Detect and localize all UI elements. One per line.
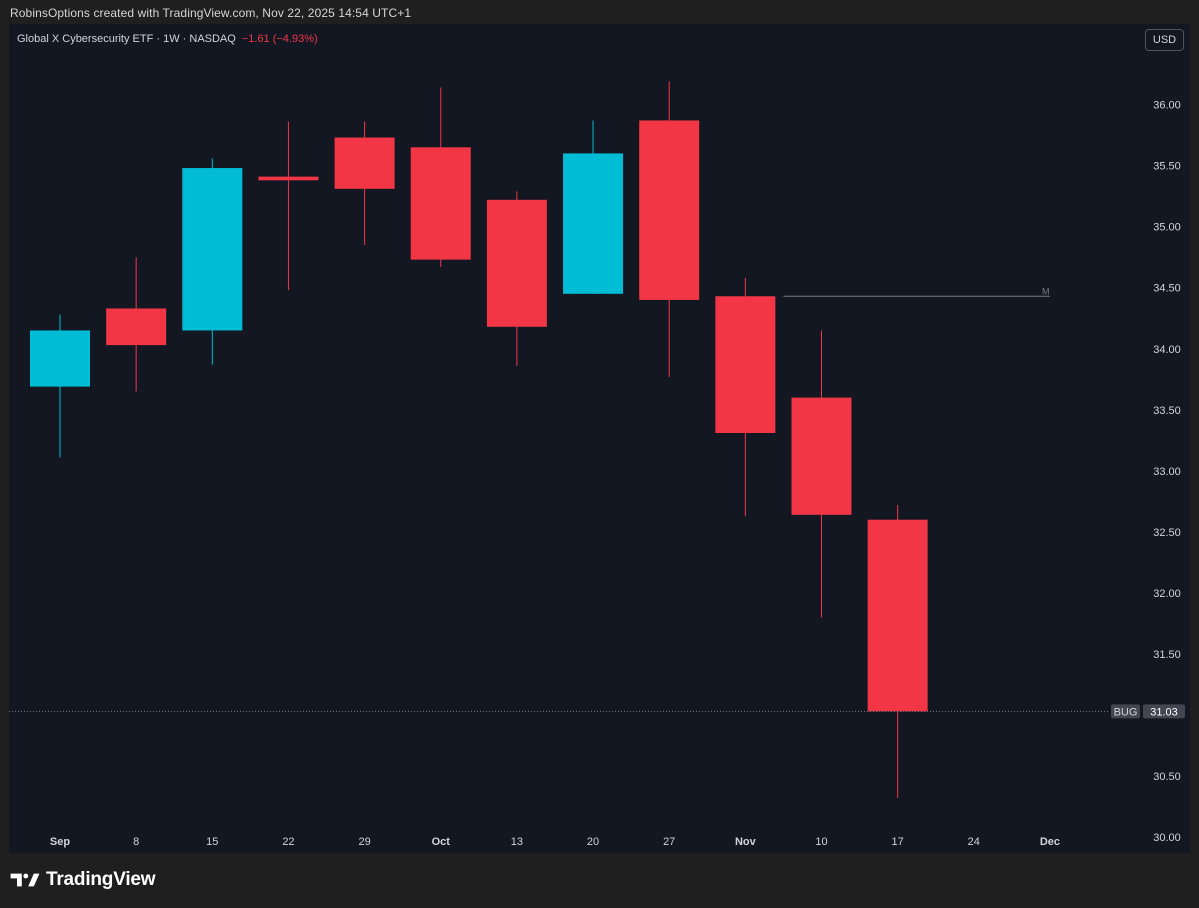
candle[interactable] (867, 505, 928, 799)
last-price-label: 31.03 (1150, 706, 1178, 718)
candle[interactable] (258, 121, 319, 291)
symbol-title: Global X Cybersecurity ETF · 1W · NASDAQ (17, 33, 236, 45)
chart-legend: Global X Cybersecurity ETF · 1W · NASDAQ… (17, 33, 318, 45)
x-tick-label: 17 (892, 836, 904, 848)
candle[interactable] (563, 120, 624, 294)
y-tick-label: 33.00 (1153, 466, 1181, 478)
candle[interactable] (334, 121, 395, 245)
candle[interactable] (410, 87, 471, 267)
last-price-tag (1143, 704, 1185, 719)
y-tick-label: 30.50 (1153, 771, 1181, 783)
horizontal-line-label: M (1042, 286, 1050, 296)
currency-button[interactable]: USD (1145, 29, 1184, 51)
tradingview-logo-icon (10, 873, 40, 887)
candle-body (791, 397, 852, 515)
price-change: −1.61 (−4.93%) (241, 33, 318, 45)
y-tick-label: 34.00 (1153, 344, 1181, 356)
candle-body (410, 147, 471, 260)
y-tick-label: 31.50 (1153, 649, 1181, 661)
candle-body (258, 176, 319, 181)
candle[interactable] (639, 81, 700, 377)
y-tick-label: 34.50 (1153, 283, 1181, 295)
candle-body (486, 199, 547, 327)
brand: TradingView (10, 869, 156, 891)
symbol-tag (1111, 704, 1140, 719)
candle[interactable] (30, 314, 90, 458)
y-tick-label: 35.50 (1153, 161, 1181, 173)
candle-body (334, 137, 395, 189)
brand-name: TradingView (46, 869, 156, 890)
candle-body (639, 120, 700, 300)
y-tick-label: 32.00 (1153, 588, 1181, 600)
candle[interactable] (182, 158, 243, 365)
x-tick-label: 8 (133, 836, 139, 848)
x-tick-label: 13 (511, 836, 523, 848)
candle[interactable] (486, 191, 547, 366)
y-tick-label: 36.00 (1153, 100, 1181, 112)
y-tick-label: 32.50 (1153, 527, 1181, 539)
candle-body (182, 168, 243, 331)
candle-body (30, 330, 90, 387)
x-tick-label: Dec (1040, 836, 1060, 848)
x-tick-label: Nov (735, 836, 757, 848)
candle[interactable] (715, 277, 776, 517)
x-tick-label: 22 (282, 836, 294, 848)
candle-body (867, 519, 928, 712)
x-tick-label: 10 (815, 836, 827, 848)
candle[interactable] (791, 330, 852, 618)
chart-attribution: RobinsOptions created with TradingView.c… (10, 6, 412, 20)
candle[interactable] (106, 257, 167, 392)
candle-body (106, 308, 167, 346)
x-tick-label: Oct (432, 836, 451, 848)
x-tick-label: 20 (587, 836, 599, 848)
candle-body (715, 296, 776, 434)
y-tick-label: 35.00 (1153, 222, 1181, 234)
y-tick-label: 33.50 (1153, 405, 1181, 417)
x-tick-label: 15 (206, 836, 218, 848)
y-tick-label: 30.00 (1153, 832, 1181, 844)
x-tick-label: Sep (50, 836, 70, 848)
x-tick-label: 29 (358, 836, 370, 848)
x-tick-label: 27 (663, 836, 675, 848)
symbol-tag-label: BUG (1114, 706, 1138, 718)
candle-body (563, 153, 624, 294)
x-tick-label: 24 (968, 836, 980, 848)
